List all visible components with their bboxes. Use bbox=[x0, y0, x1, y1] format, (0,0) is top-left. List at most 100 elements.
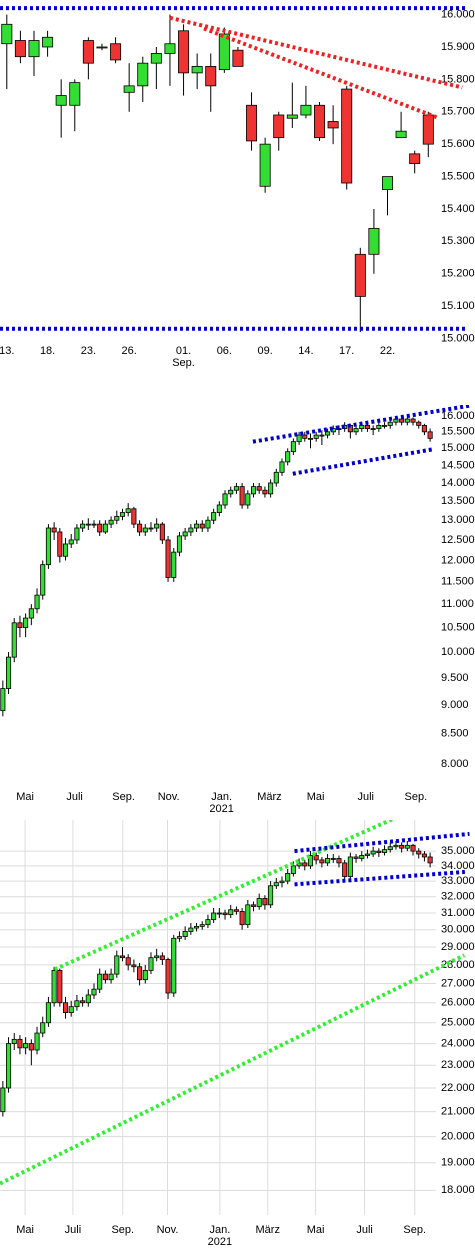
candle-body bbox=[102, 523, 108, 533]
candle-body bbox=[14, 40, 26, 58]
candle-body bbox=[387, 846, 393, 851]
y-tick-label: 15.300 bbox=[441, 235, 475, 247]
candle-body bbox=[314, 104, 326, 139]
candle-body bbox=[416, 421, 422, 426]
x-tick-label: Jan. bbox=[211, 791, 232, 803]
y-tick-label: 10.500 bbox=[441, 621, 475, 633]
candle-body bbox=[80, 523, 86, 529]
candle-body bbox=[159, 955, 165, 960]
candle-body bbox=[131, 508, 137, 525]
y-tick-label: 15.000 bbox=[441, 442, 475, 454]
candle-body bbox=[259, 143, 271, 187]
candle-body bbox=[341, 88, 353, 184]
candle-body bbox=[199, 924, 205, 927]
candle-body bbox=[51, 970, 57, 1004]
candle-body bbox=[250, 486, 257, 495]
candle-body bbox=[194, 925, 200, 929]
x-tick-label: Juli bbox=[66, 791, 83, 803]
candle-body bbox=[216, 912, 222, 915]
candle-body bbox=[245, 904, 251, 926]
y-tick-label: 32.000 bbox=[441, 891, 475, 903]
candle-body bbox=[393, 844, 399, 848]
candle-body bbox=[370, 850, 376, 855]
candle-body bbox=[62, 543, 69, 557]
candle-body bbox=[273, 882, 279, 887]
x-tick-label: Mai bbox=[307, 791, 325, 803]
y-tick-label: 11.000 bbox=[441, 598, 474, 610]
candle-body bbox=[55, 95, 67, 106]
candle-body bbox=[286, 114, 298, 119]
candle-body bbox=[285, 451, 291, 463]
x-tick-label: März bbox=[256, 1224, 280, 1236]
x-tick-label: Mai bbox=[307, 1224, 325, 1236]
candle-body bbox=[327, 121, 339, 129]
candle-body bbox=[34, 1032, 40, 1051]
candle-body bbox=[302, 862, 308, 867]
candle-body bbox=[368, 227, 380, 255]
candle-body bbox=[137, 523, 143, 533]
candle-body bbox=[91, 523, 97, 526]
candle-body bbox=[364, 853, 370, 856]
y-tick-label: 15.600 bbox=[441, 138, 475, 150]
chart: 15.000 15.100 15.200 15.300 15.400 15.500 15.6… bbox=[0, 6, 475, 369]
y-tick-label: 23.000 bbox=[441, 1059, 475, 1071]
x-tick-label: 01. bbox=[176, 345, 191, 357]
candle-body bbox=[218, 33, 230, 71]
x-tick-label: Nov. bbox=[158, 791, 180, 803]
candle-body bbox=[150, 53, 162, 64]
candle-body bbox=[302, 434, 308, 439]
candle-body bbox=[399, 844, 405, 849]
candle-body bbox=[347, 856, 353, 877]
y-tick-label: 30.000 bbox=[441, 924, 475, 936]
candle-body bbox=[387, 421, 393, 426]
candle-body bbox=[114, 515, 120, 521]
candle-body bbox=[399, 418, 405, 423]
x-tick-label: Juli bbox=[65, 1224, 82, 1236]
candle-body bbox=[1, 23, 13, 45]
candle-body bbox=[228, 489, 234, 495]
candle-body bbox=[137, 62, 149, 87]
candle-body bbox=[114, 955, 120, 975]
candle-body bbox=[245, 493, 251, 506]
candle-body bbox=[313, 855, 319, 861]
plot bbox=[0, 405, 470, 717]
y-tick-label: 27.000 bbox=[441, 977, 475, 989]
x-tick-label: 23. bbox=[81, 345, 96, 357]
y-tick-label: 8.000 bbox=[441, 758, 469, 770]
candle-body bbox=[410, 844, 416, 852]
y-tick-label: 8.500 bbox=[441, 728, 469, 740]
candle-body bbox=[409, 153, 421, 164]
candle-body bbox=[42, 36, 54, 48]
candle-body bbox=[182, 931, 188, 937]
trend-line bbox=[0, 953, 466, 1186]
candle-body bbox=[62, 1002, 69, 1014]
y-tick-label: 21.000 bbox=[441, 1106, 475, 1118]
candle-body bbox=[325, 431, 331, 436]
candle-body bbox=[91, 988, 97, 996]
x-tick-label: Jan. bbox=[210, 1224, 231, 1236]
candle-body bbox=[123, 85, 135, 93]
candle-body bbox=[216, 504, 222, 513]
candle-body bbox=[28, 1043, 34, 1051]
candle-body bbox=[51, 527, 57, 533]
candle-body bbox=[110, 43, 122, 61]
x-tick-sublabel: 2021 bbox=[209, 803, 233, 815]
candle-body bbox=[148, 957, 154, 971]
candle-body bbox=[250, 904, 257, 907]
candle-body bbox=[142, 527, 148, 533]
candle-body bbox=[154, 955, 160, 959]
x-tick-sublabel: 2021 bbox=[208, 1236, 232, 1248]
candle-body bbox=[142, 970, 148, 981]
candle-body bbox=[57, 531, 63, 557]
candle-body bbox=[182, 531, 188, 537]
candle-body bbox=[268, 482, 274, 495]
candle-body bbox=[256, 486, 262, 491]
x-tick-label: 06. bbox=[217, 345, 232, 357]
trend-line bbox=[294, 831, 470, 854]
candle-body bbox=[68, 1006, 74, 1014]
candle-body bbox=[273, 471, 279, 484]
trend-line bbox=[294, 869, 466, 887]
candle-body bbox=[96, 46, 108, 49]
candle-body bbox=[125, 957, 131, 966]
